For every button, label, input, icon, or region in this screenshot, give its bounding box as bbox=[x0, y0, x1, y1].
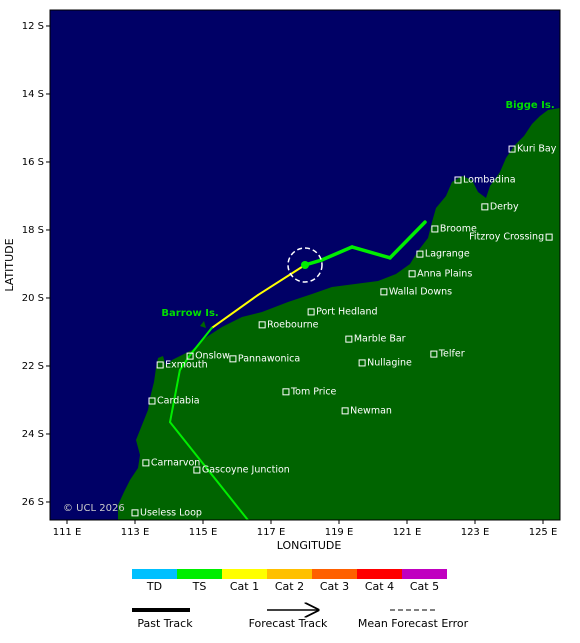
x-tick-label: 111 E bbox=[53, 527, 82, 538]
place-marker bbox=[431, 225, 439, 233]
copyright: © UCL 2026 bbox=[63, 503, 125, 514]
place-marker bbox=[142, 459, 150, 467]
forecast-track-segment bbox=[169, 369, 181, 424]
category-label: TD bbox=[146, 580, 162, 593]
x-tick-label: 121 E bbox=[393, 527, 422, 538]
place-marker bbox=[454, 176, 462, 184]
category-label: TS bbox=[192, 580, 207, 593]
legend-label: Past Track bbox=[137, 617, 193, 630]
x-tick-label: 115 E bbox=[189, 527, 218, 538]
place-marker bbox=[508, 145, 516, 153]
place-marker bbox=[307, 308, 315, 316]
x-tick-label: 113 E bbox=[121, 527, 150, 538]
y-tick-label: 14 S bbox=[22, 89, 44, 100]
place-marker bbox=[545, 233, 553, 241]
current-position bbox=[301, 261, 309, 269]
place-marker bbox=[358, 359, 366, 367]
place-label: Onslow bbox=[195, 351, 230, 362]
place-label: Fitzroy Crossing bbox=[469, 232, 544, 243]
place-label: Pannawonica bbox=[238, 353, 300, 364]
island-label: Barrow Is. bbox=[161, 308, 218, 319]
place-marker bbox=[186, 352, 194, 360]
legend-label: Forecast Track bbox=[249, 617, 328, 630]
place-label: Roebourne bbox=[267, 319, 318, 330]
category-swatch bbox=[222, 569, 267, 579]
place-marker bbox=[148, 397, 156, 405]
place-label: Kuri Bay bbox=[517, 144, 557, 155]
legend-label: Mean Forecast Error bbox=[358, 617, 469, 630]
island bbox=[200, 321, 206, 328]
place-label: Useless Loop bbox=[140, 507, 202, 518]
place-label: Derby bbox=[490, 201, 519, 212]
y-tick-label: 26 S bbox=[22, 497, 44, 508]
place-label: Carnarvon bbox=[151, 457, 200, 468]
place-marker bbox=[156, 361, 164, 369]
y-tick-label: 16 S bbox=[22, 157, 44, 168]
y-tick-label: 20 S bbox=[22, 293, 44, 304]
y-tick-label: 18 S bbox=[22, 225, 44, 236]
map-frame bbox=[49, 9, 561, 521]
category-label: Cat 5 bbox=[410, 580, 439, 593]
y-tick-label: 24 S bbox=[22, 429, 44, 440]
place-label: Lombadina bbox=[463, 175, 516, 186]
place-marker bbox=[430, 350, 438, 358]
forecast-error bbox=[287, 247, 323, 283]
category-label: Cat 4 bbox=[365, 580, 394, 593]
forecast-track-segment bbox=[189, 326, 213, 357]
place-label: Cardabia bbox=[157, 396, 200, 407]
category-swatch bbox=[312, 569, 357, 579]
place-marker bbox=[282, 388, 290, 396]
forecast-track-segment bbox=[210, 293, 260, 329]
place-marker bbox=[416, 250, 424, 258]
place-label: Port Hedland bbox=[316, 306, 377, 317]
category-swatch bbox=[132, 569, 177, 579]
x-tick-label: 117 E bbox=[257, 527, 286, 538]
island-label: Bigge Is. bbox=[506, 100, 555, 111]
place-label: Marble Bar bbox=[354, 334, 406, 345]
past-track-segment bbox=[350, 245, 392, 260]
place-label: Telfer bbox=[438, 349, 465, 360]
land bbox=[118, 108, 560, 520]
place-label: Tom Price bbox=[290, 386, 337, 397]
x-tick-label: 125 E bbox=[529, 527, 558, 538]
category-label: Cat 2 bbox=[275, 580, 304, 593]
place-label: Exmouth bbox=[165, 359, 207, 370]
place-marker bbox=[345, 335, 353, 343]
place-label: Lagrange bbox=[425, 249, 470, 260]
place-marker bbox=[380, 288, 388, 296]
place-marker bbox=[481, 203, 489, 211]
category-swatch bbox=[267, 569, 312, 579]
category-swatch bbox=[357, 569, 402, 579]
place-label: Newman bbox=[350, 405, 392, 416]
y-axis-title: LATITUDE bbox=[3, 238, 16, 291]
forecast-track-segment bbox=[169, 421, 249, 520]
past-track-segment bbox=[388, 220, 427, 260]
category-label: Cat 3 bbox=[320, 580, 349, 593]
place-marker bbox=[193, 466, 201, 474]
forecast-track-segment bbox=[178, 354, 192, 372]
category-swatch bbox=[402, 569, 447, 579]
place-label: Anna Plains bbox=[417, 268, 472, 279]
y-tick-label: 22 S bbox=[22, 361, 44, 372]
place-marker bbox=[229, 355, 237, 363]
x-tick-label: 123 E bbox=[461, 527, 490, 538]
place-label: Gascoyne Junction bbox=[202, 465, 290, 476]
place-marker bbox=[341, 407, 349, 415]
place-label: Broome bbox=[440, 223, 477, 234]
y-tick-label: 12 S bbox=[22, 21, 44, 32]
place-marker bbox=[258, 321, 266, 329]
category-label: Cat 1 bbox=[230, 580, 259, 593]
forecast-track-segment bbox=[257, 264, 306, 296]
place-marker bbox=[408, 270, 416, 278]
past-track-segment bbox=[320, 245, 354, 262]
place-label: Nullagine bbox=[367, 357, 412, 368]
x-tick-label: 119 E bbox=[325, 527, 354, 538]
place-label: Wallal Downs bbox=[389, 286, 452, 297]
category-swatch bbox=[177, 569, 222, 579]
place-marker bbox=[131, 509, 139, 517]
x-axis-title: LONGITUDE bbox=[277, 539, 342, 552]
